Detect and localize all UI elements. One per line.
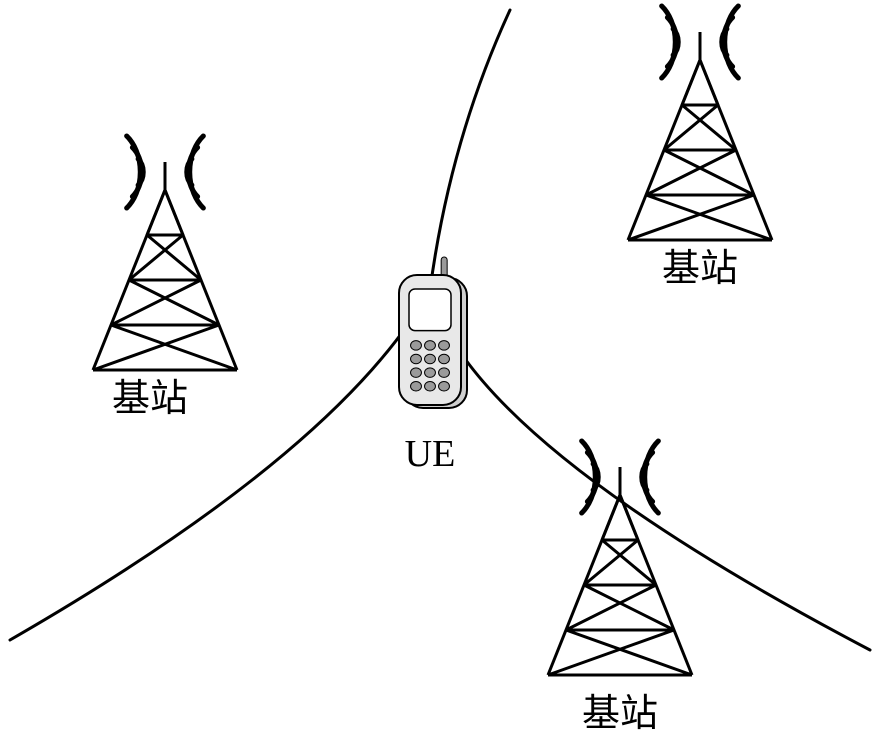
- ue-device: [399, 257, 467, 408]
- ue-key: [425, 368, 436, 378]
- signal-arc-icon: [645, 441, 659, 513]
- ue-key: [411, 354, 422, 364]
- ue-screen: [409, 289, 451, 331]
- signal-arc-icon: [725, 6, 739, 78]
- ue-label: UE: [405, 432, 456, 476]
- ue-key: [439, 381, 450, 391]
- signal-arc-icon: [127, 136, 141, 208]
- cell-boundary: [430, 290, 870, 650]
- tower-left: [93, 136, 237, 370]
- ue-key: [411, 368, 422, 378]
- ue-key: [411, 341, 422, 351]
- cell-boundary: [10, 290, 430, 640]
- cell-boundary: [430, 10, 510, 290]
- ue-key: [411, 381, 422, 391]
- ue-key: [439, 368, 450, 378]
- ue-key: [439, 354, 450, 364]
- tower-right-top: [628, 6, 772, 240]
- ue-key: [425, 381, 436, 391]
- tower-right-bottom: [548, 441, 692, 675]
- signal-arc-icon: [662, 6, 676, 78]
- tower-label-right-bottom: 基站: [582, 682, 658, 737]
- tower-label-left: 基站: [112, 367, 188, 422]
- ue-key: [439, 341, 450, 351]
- signal-arc-icon: [190, 136, 204, 208]
- diagram-stage: 基站基站基站UE: [0, 0, 887, 747]
- tower-label-right-top: 基站: [662, 237, 738, 292]
- ue-key: [425, 354, 436, 364]
- ue-key: [425, 341, 436, 351]
